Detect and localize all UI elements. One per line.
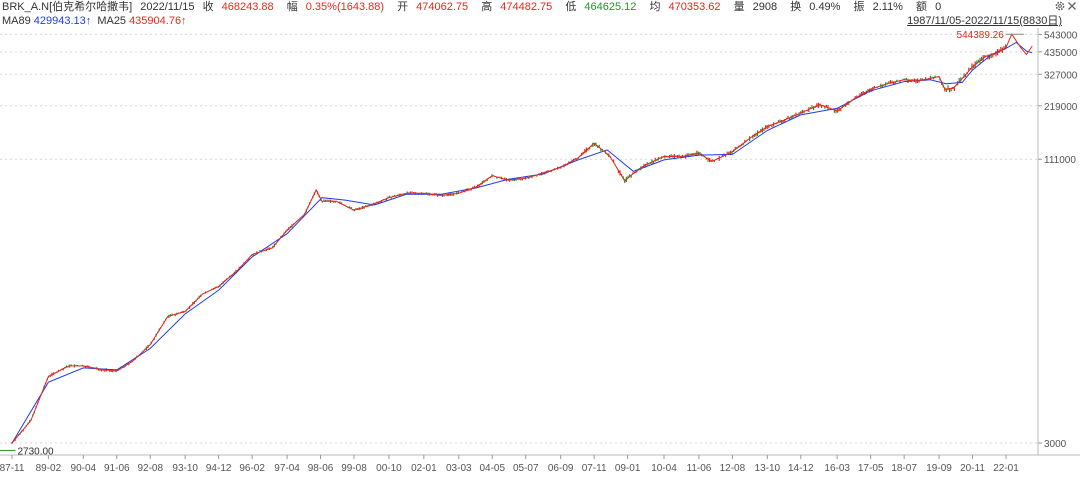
y-tick-label: 3000 (1044, 439, 1067, 450)
x-tick-label: 03-03 (446, 463, 472, 474)
close-icon[interactable] (1066, 0, 1078, 12)
y-tick-label: 543000 (1044, 30, 1078, 41)
x-tick-label: 00-10 (376, 463, 402, 474)
ma25-value: 435904.76↑ (129, 15, 187, 27)
x-tick-label: 17-05 (858, 463, 884, 474)
high-annotation: 544389.26 (957, 30, 1005, 41)
change-label: 幅 (286, 1, 298, 13)
x-tick-label: 93-10 (172, 463, 198, 474)
amplitude-label: 振 (853, 1, 865, 13)
x-tick-label: 98-06 (308, 463, 334, 474)
grid (0, 33, 1038, 444)
x-tick-label: 91-06 (104, 463, 130, 474)
low-annotation: 2730.00 (17, 446, 54, 457)
ma25-label: MA25 (97, 15, 127, 27)
volume-value: 2908 (752, 1, 778, 13)
x-tick-label: 90-04 (71, 463, 97, 474)
x-tick-label: 06-09 (548, 463, 574, 474)
x-tick-label: 14-12 (788, 463, 814, 474)
turnover-label: 换 (790, 1, 802, 13)
ma89-value: 429943.13↑ (33, 15, 92, 27)
turnover-value: 0.49% (809, 1, 841, 13)
symbol-name[interactable]: BRK_A.N[伯克希尔哈撒韦] (2, 1, 133, 13)
y-tick-label: 111000 (1044, 155, 1076, 166)
ma89-line (11, 41, 1033, 444)
x-tick-label: 04-05 (479, 463, 505, 474)
x-tick-label: 20-11 (960, 463, 985, 474)
x-tick-label: 05-07 (513, 463, 539, 474)
y-axis: 543000 435000 327000 219000 111000 3000 (1037, 28, 1078, 455)
x-tick-label: 16-03 (824, 463, 850, 474)
x-tick-label: 94-12 (206, 463, 232, 474)
amount-value: 0 (935, 1, 942, 13)
x-tick-label: 22-01 (993, 463, 1019, 474)
open-value: 474062.75 (416, 1, 469, 13)
x-tick-label: 87-11 (0, 463, 25, 474)
high-label: 高 (481, 1, 493, 13)
x-axis: 87-11 89-02 90-04 91-06 92-08 93-10 94-12 96-02… (0, 454, 1080, 474)
x-tick-label: 96-02 (239, 463, 265, 474)
y-tick-label: 435000 (1044, 48, 1078, 59)
amount-label: 额 (916, 1, 928, 13)
annotations: 2730.00 544389.26 (0, 30, 1024, 457)
ma89-label: MA89 (2, 15, 31, 27)
x-tick-label: 18-07 (891, 463, 917, 474)
x-tick-label: 19-09 (926, 463, 952, 474)
x-tick-label: 09-01 (615, 463, 641, 474)
y-tick-label: 219000 (1044, 102, 1078, 113)
avg-value: 470353.62 (668, 1, 721, 13)
volume-label: 量 (733, 1, 745, 13)
x-tick-label: 12-08 (720, 463, 746, 474)
candles (11, 44, 1007, 445)
change-value: 0.35%(1643.88) (305, 1, 385, 13)
gear-icon[interactable] (1054, 0, 1066, 12)
date-range-link[interactable]: 1987/11/05-2022/11/15(8830日) (907, 15, 1062, 27)
x-tick-label: 02-01 (411, 463, 437, 474)
low-label: 低 (565, 1, 577, 13)
quote-date: 2022/11/15 (140, 1, 195, 13)
close-value: 468243.88 (221, 1, 274, 13)
open-label: 开 (397, 1, 409, 13)
amplitude-value: 2.11% (872, 1, 903, 13)
x-tick-label: 92-08 (137, 463, 163, 474)
x-tick-label: 89-02 (36, 463, 62, 474)
moving-average-legend: MA89 429943.13↑ MA25 435904.76↑ (2, 15, 190, 28)
low-value: 464625.12 (584, 1, 637, 13)
x-tick-label: 11-06 (687, 463, 712, 474)
high-value: 474482.75 (500, 1, 553, 13)
close-label: 收 (202, 1, 214, 13)
x-tick-label: 07-11 (582, 463, 607, 474)
x-tick-label: 10-04 (651, 463, 677, 474)
x-tick-label: 13-10 (755, 463, 781, 474)
price-line (11, 33, 1033, 444)
x-tick-label: 97-04 (274, 463, 300, 474)
x-tick-label: 99-08 (341, 463, 367, 474)
quote-header: BRK_A.N[伯克希尔哈撒韦] 2022/11/15 收 468243.88 … (2, 0, 951, 14)
series (11, 33, 1033, 444)
avg-label: 均 (649, 1, 661, 13)
y-tick-label: 327000 (1044, 70, 1078, 81)
